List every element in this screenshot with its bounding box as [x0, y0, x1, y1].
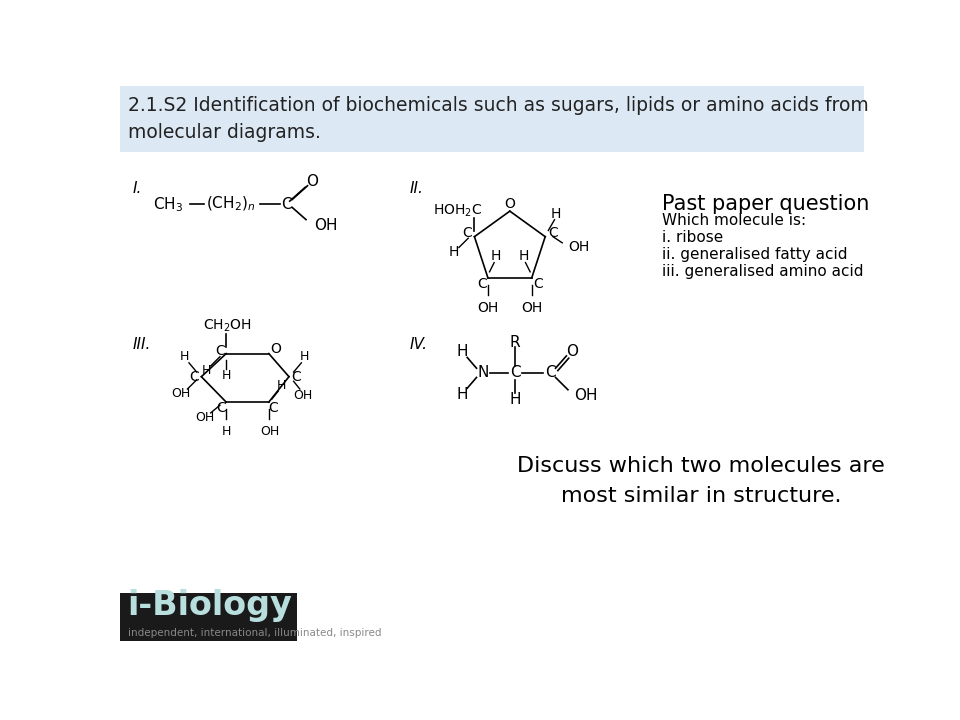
Text: H: H [449, 245, 460, 259]
Text: OH: OH [314, 218, 337, 233]
Text: OH: OH [477, 301, 498, 315]
Text: O: O [566, 343, 579, 359]
Text: H: H [457, 387, 468, 402]
Text: H: H [551, 207, 562, 220]
Text: OH: OH [261, 426, 280, 438]
Text: OH: OH [568, 240, 589, 254]
Text: C: C [269, 401, 278, 415]
Text: 2.1.S2 Identification of biochemicals such as sugars, lipids or amino acids from: 2.1.S2 Identification of biochemicals su… [128, 96, 869, 142]
Text: I.: I. [132, 181, 142, 196]
Text: C: C [281, 197, 292, 212]
Text: C: C [462, 226, 471, 240]
Text: iii. generalised amino acid: iii. generalised amino acid [662, 264, 864, 279]
Text: i-Biology: i-Biology [128, 589, 293, 622]
Text: C: C [291, 369, 300, 384]
Text: IV.: IV. [410, 337, 428, 351]
Text: H: H [510, 392, 521, 407]
Text: H: H [518, 249, 529, 264]
Text: Past paper question: Past paper question [662, 194, 870, 214]
Text: C: C [510, 365, 520, 380]
Text: C: C [477, 277, 487, 291]
Text: Which molecule is:: Which molecule is: [662, 213, 806, 228]
Text: II.: II. [410, 181, 423, 196]
Text: C: C [533, 277, 542, 291]
Text: R: R [510, 335, 520, 349]
Text: H: H [222, 369, 230, 382]
Text: OH: OH [172, 387, 191, 400]
Text: OH: OH [574, 388, 598, 403]
Text: H: H [491, 249, 501, 264]
Bar [120, 86, 864, 152]
Text: Discuss which two molecules are
most similar in structure.: Discuss which two molecules are most sim… [517, 456, 885, 505]
Text: C: C [217, 401, 227, 415]
Text: CH$_3$: CH$_3$ [153, 195, 183, 214]
Text: O: O [306, 174, 318, 189]
Text: i. ribose: i. ribose [662, 230, 724, 246]
Text: HOH$_2$C: HOH$_2$C [433, 202, 482, 219]
Text: CH$_2$OH: CH$_2$OH [204, 318, 252, 334]
Text: H: H [276, 379, 286, 392]
Text: H: H [222, 426, 230, 438]
Text: OH: OH [195, 411, 214, 424]
Bar [120, 593, 297, 641]
Text: H: H [202, 364, 210, 377]
Text: ii. generalised fatty acid: ii. generalised fatty acid [662, 248, 848, 262]
Text: O: O [271, 342, 281, 356]
Text: C: C [189, 369, 200, 384]
Text: O: O [504, 197, 516, 211]
Text: H: H [180, 350, 189, 363]
Text: C: C [548, 226, 558, 240]
Text: C: C [215, 343, 225, 358]
Text: OH: OH [293, 389, 313, 402]
Text: III.: III. [132, 337, 151, 351]
Text: C: C [545, 365, 556, 380]
Text: H: H [457, 343, 468, 359]
Text: H: H [300, 350, 309, 363]
Text: N: N [477, 365, 489, 380]
Text: (CH$_2$)$_n$: (CH$_2$)$_n$ [206, 195, 255, 213]
Text: independent, international, illuminated, inspired: independent, international, illuminated,… [128, 628, 381, 638]
Text: OH: OH [521, 301, 542, 315]
